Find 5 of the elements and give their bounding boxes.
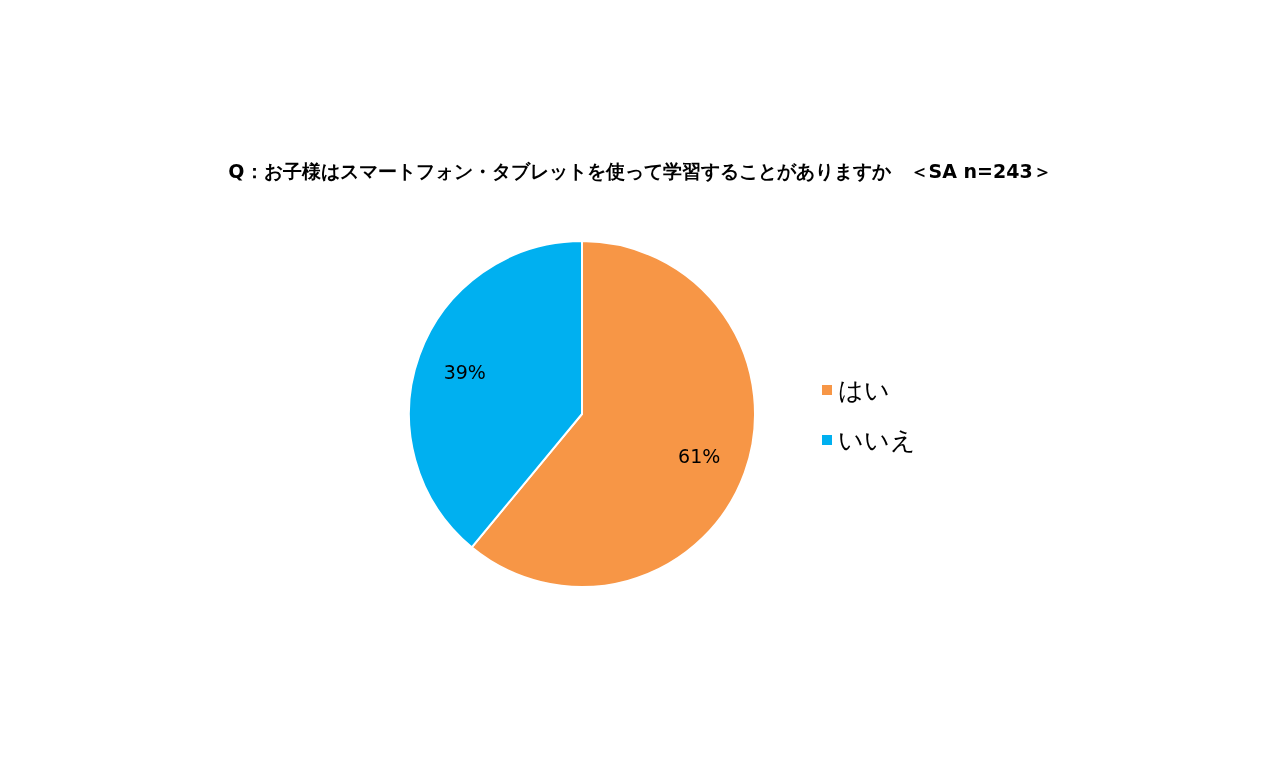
data-label: 39% [443,360,486,383]
legend-label: いいえ [838,426,916,455]
chart-title: Q：お子様はスマートフォン・タブレットを使って学習することがありますか ＜SA n=243＞ [228,160,1052,182]
legend-label: はい [838,376,890,405]
data-label: 61% [678,445,721,468]
